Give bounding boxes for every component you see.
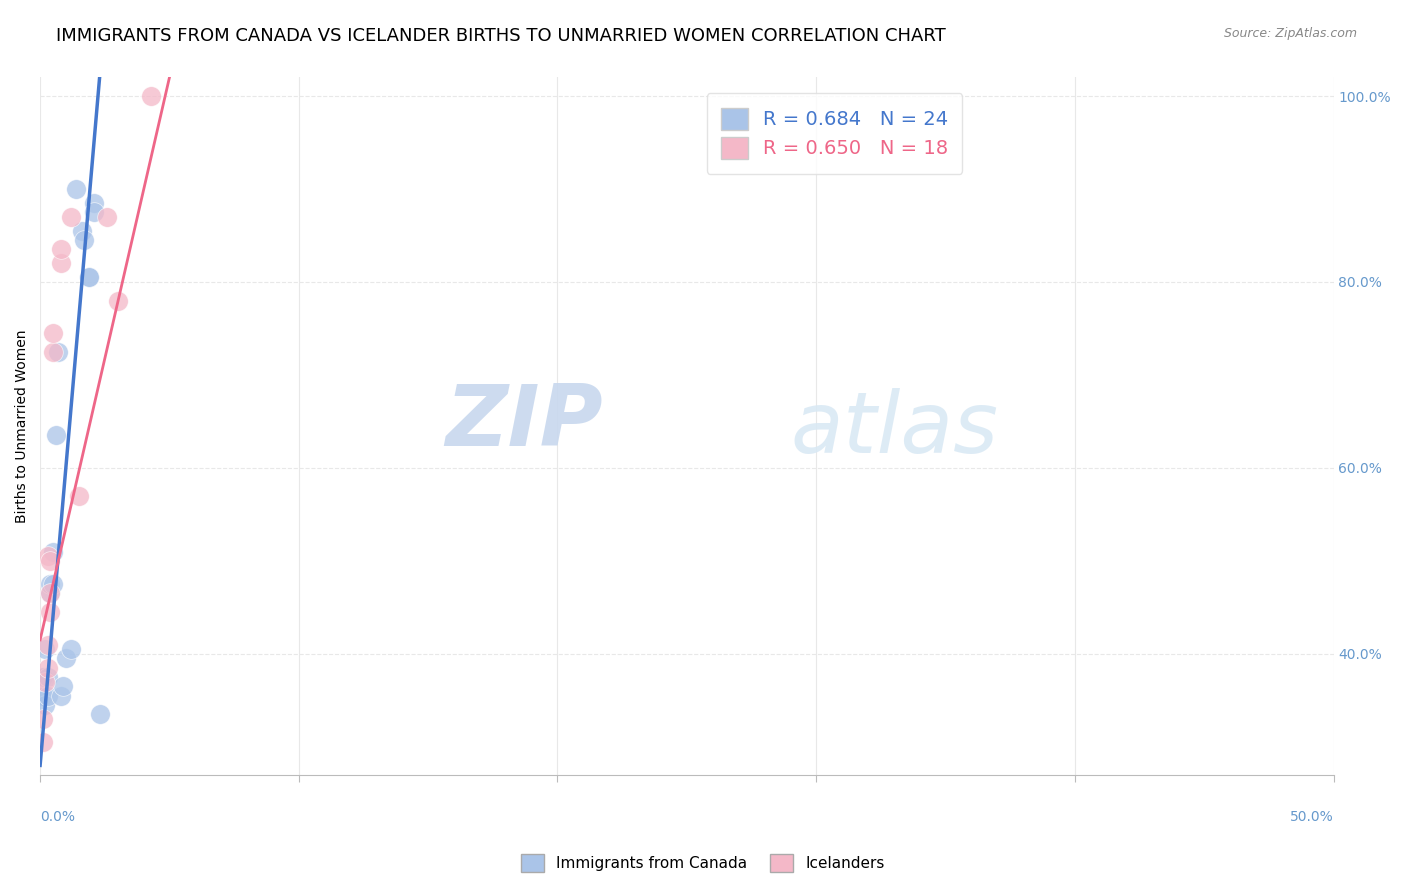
Point: [77, 270, 100, 285]
Point: [73, 233, 96, 247]
Point: [83, 205, 105, 219]
Point: [42, 344, 65, 359]
Point: [39, 586, 62, 600]
Point: [60, 642, 83, 657]
Point: [45, 428, 67, 442]
Y-axis label: Births to Unmarried Women: Births to Unmarried Women: [15, 329, 30, 523]
Point: [34, 698, 56, 712]
Point: [42, 577, 65, 591]
Point: [31, 712, 53, 726]
Point: [83, 196, 105, 211]
Text: Source: ZipAtlas.com: Source: ZipAtlas.com: [1223, 27, 1357, 40]
Point: [65, 182, 87, 196]
Point: [31, 670, 53, 684]
Point: [34, 674, 56, 689]
Point: [39, 554, 62, 568]
Point: [37, 689, 59, 703]
Text: ZIP: ZIP: [446, 381, 603, 464]
Point: [39, 586, 62, 600]
Point: [70, 224, 93, 238]
Point: [49, 256, 72, 270]
Point: [34, 642, 56, 657]
Point: [46, 344, 69, 359]
Point: [42, 326, 65, 340]
Point: [42, 544, 65, 558]
Legend: Immigrants from Canada, Icelanders: Immigrants from Canada, Icelanders: [513, 846, 893, 880]
Legend: R = 0.684   N = 24, R = 0.650   N = 18: R = 0.684 N = 24, R = 0.650 N = 18: [707, 94, 962, 174]
Point: [67, 489, 90, 503]
Point: [96, 210, 118, 224]
Point: [49, 243, 72, 257]
Point: [31, 735, 53, 749]
Point: [37, 638, 59, 652]
Point: [31, 689, 53, 703]
Point: [52, 679, 75, 693]
Point: [37, 661, 59, 675]
Point: [141, 89, 163, 103]
Point: [55, 651, 77, 665]
Text: IMMIGRANTS FROM CANADA VS ICELANDER BIRTHS TO UNMARRIED WOMEN CORRELATION CHART: IMMIGRANTS FROM CANADA VS ICELANDER BIRT…: [56, 27, 946, 45]
Point: [60, 210, 83, 224]
Point: [77, 270, 100, 285]
Text: atlas: atlas: [790, 388, 998, 471]
Point: [89, 707, 111, 722]
Point: [37, 549, 59, 564]
Text: 50.0%: 50.0%: [1289, 810, 1333, 824]
Point: [39, 605, 62, 619]
Text: 0.0%: 0.0%: [41, 810, 75, 824]
Point: [37, 670, 59, 684]
Point: [39, 577, 62, 591]
Point: [107, 293, 129, 308]
Point: [49, 689, 72, 703]
